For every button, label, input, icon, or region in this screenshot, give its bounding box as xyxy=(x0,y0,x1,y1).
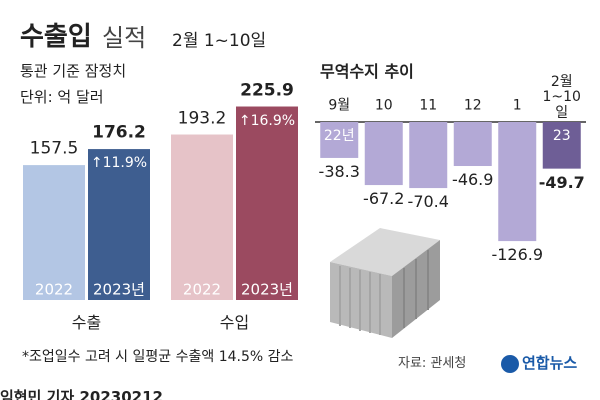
unit: 단위: 억 달러 xyxy=(20,88,104,106)
value-label: -67.2 xyxy=(363,189,405,209)
bar-note: 22년 xyxy=(323,128,355,144)
footnote: *조업일수 고려 시 일평균 수출액 14.5% 감소 xyxy=(22,349,294,365)
x-tick-label: 9월 xyxy=(328,97,351,114)
basis: 통관 기준 잠정치 xyxy=(20,62,127,80)
x-tick-label: 12 xyxy=(463,97,482,114)
x-tick-label: 수출 xyxy=(71,313,102,332)
series-label: 2022 xyxy=(182,280,222,299)
series-label: 2022 xyxy=(34,280,74,299)
bar xyxy=(542,122,581,169)
title: 수출입 xyxy=(20,22,92,52)
title-light: 실적 xyxy=(102,24,147,52)
value-label: 176.2 xyxy=(92,122,146,143)
x-tick-label: 2월 1~10일 xyxy=(542,73,581,121)
growth-label: ↑11.9% xyxy=(90,155,148,172)
source: 자료: 관세청 xyxy=(398,356,467,371)
bar xyxy=(409,122,448,189)
container-illustration xyxy=(330,228,440,338)
x-tick-label: 1 xyxy=(512,97,522,114)
value-label: -49.7 xyxy=(538,172,585,192)
series-label: 2023년 xyxy=(93,280,145,299)
logo-icon xyxy=(501,355,519,373)
bar xyxy=(453,122,492,167)
byline: 임현민 기자 20230212 xyxy=(0,388,163,400)
series-label: 2023년 xyxy=(241,280,293,299)
growth-label: ↑16.9% xyxy=(238,112,296,129)
value-label: 225.9 xyxy=(240,80,294,100)
bar xyxy=(171,134,233,300)
bar xyxy=(236,106,298,300)
value-label: -38.3 xyxy=(318,161,360,181)
bar xyxy=(88,149,150,300)
value-label: -70.4 xyxy=(407,192,449,212)
bar xyxy=(364,122,403,186)
value-label: -46.9 xyxy=(452,170,494,189)
value-label: 193.2 xyxy=(177,108,227,129)
bar xyxy=(320,122,359,158)
bar xyxy=(23,165,85,300)
period: 2월 1~10일 xyxy=(172,31,267,51)
x-tick-label: 수입 xyxy=(219,313,250,332)
bar-note: 23 xyxy=(552,128,571,144)
value-label: -126.9 xyxy=(491,245,544,265)
value-label: 157.5 xyxy=(29,138,79,159)
x-tick-label: 11 xyxy=(419,97,438,114)
x-tick-label: 10 xyxy=(374,97,393,114)
logo: 연합뉴스 xyxy=(522,354,578,372)
bar xyxy=(498,122,537,242)
chart-title: 무역수지 추이 xyxy=(320,62,414,81)
